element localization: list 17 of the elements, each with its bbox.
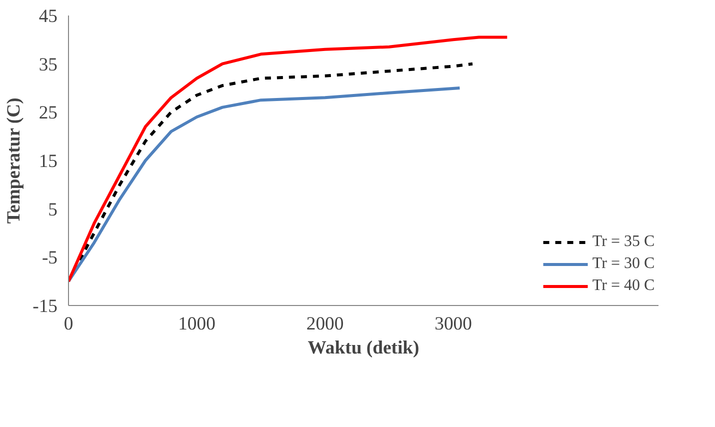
x-tick-label: 3000 [434,314,472,334]
legend-label: Tr = 35 C [592,233,655,251]
y-axis-title: Temperatur (C) [4,98,25,224]
y-tick-label: 15 [38,151,58,172]
y-tick-label: -5 [42,248,58,269]
y-tick-label: 45 [38,6,58,27]
legend-label: Tr = 30 C [592,255,655,273]
y-tick-label: 25 [38,102,58,124]
legend-label: Tr = 40 C [592,277,655,295]
y-tick-label: 5 [48,199,58,220]
y-tick-label: -15 [32,296,58,317]
x-tick-label: 0 [64,314,74,334]
y-tick-label: 35 [38,54,58,76]
line-series [68,36,509,283]
x-axis-title: Waktu (detik) [308,338,420,358]
x-tick-label: 2000 [306,314,344,334]
x-tick-label: 1000 [178,314,216,334]
